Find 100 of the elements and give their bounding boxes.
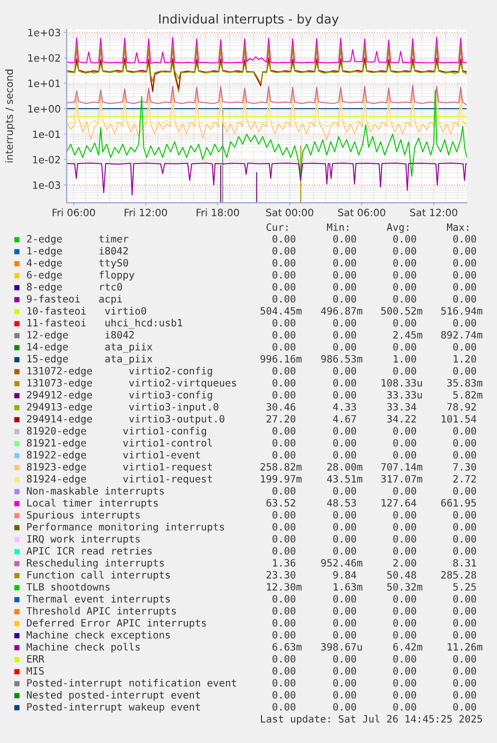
text: 8.31 — [453, 559, 476, 567]
text: 34.22 — [387, 415, 416, 423]
text: 0.00 — [272, 523, 296, 531]
text: 0.00 — [453, 367, 476, 375]
text: 0.00 — [453, 619, 476, 627]
text: 0.00 — [393, 703, 416, 711]
text: 0.00 — [453, 247, 476, 255]
legend-label: 12-edge i8042 — [28, 330, 134, 341]
text: 0.00 — [333, 691, 356, 699]
text: 661.95 — [441, 499, 476, 507]
text: 43.51m — [327, 475, 362, 483]
y-tick-label: 1e+00 — [28, 105, 60, 113]
legend-label: 1-edge i8042 — [28, 246, 128, 257]
text: 2.72 — [453, 475, 476, 482]
text: 398.67u — [321, 643, 362, 651]
text: 0.00 — [333, 367, 356, 375]
legend-label: Thermal event interrupts — [26, 594, 170, 605]
x-tick-label: Sat 12:00 — [410, 208, 458, 216]
text: 0.00 — [453, 703, 476, 711]
text: 285.28 — [441, 571, 476, 579]
legend-label: 294913-edge virtio3-input.0 — [27, 402, 218, 413]
text: 0.00 — [453, 487, 476, 495]
text: 0.00 — [333, 295, 356, 303]
text: 0.00 — [272, 235, 296, 243]
legend-label: 131072-edge virtio2-config — [28, 366, 212, 377]
text: 11.26m — [448, 643, 482, 651]
text: 0.00 — [333, 511, 356, 519]
text: 23.30 — [266, 571, 296, 579]
y-tick-label: 1e-01 — [33, 130, 60, 138]
legend-label: 81921-edge virtio1-control — [26, 438, 212, 449]
text: 0.00 — [272, 667, 296, 675]
text: 504.45m — [260, 307, 302, 315]
text: 0.00 — [333, 619, 356, 627]
text: 33.33u — [387, 391, 422, 399]
text: 0.00 — [393, 655, 416, 663]
text: 48.53 — [327, 499, 356, 507]
text: 0.00 — [272, 247, 296, 255]
legend-label: Local timer interrupts — [27, 498, 158, 509]
text: 9.84 — [333, 571, 356, 579]
text: 0.00 — [333, 247, 356, 255]
text: 0.00 — [272, 319, 296, 327]
legend-label: MIS — [26, 667, 44, 675]
text: 7.30 — [453, 463, 476, 471]
text: 0.00 — [453, 343, 476, 351]
legend-label: 4-edge ttyS0 — [26, 258, 128, 269]
text: 0.00 — [333, 451, 356, 459]
line-series — [66, 162, 467, 196]
text: 0.00 — [272, 379, 296, 387]
legend-label: ERR — [27, 655, 44, 662]
text: 0.00 — [333, 631, 356, 639]
y-tick-label: 1e-02 — [33, 156, 60, 164]
legend-label: 294914-edge virtio3-output.0 — [27, 414, 224, 425]
text: 0.00 — [453, 691, 476, 699]
text: 0.00 — [453, 607, 476, 615]
legend-label: Nested posted-interrupt event — [26, 690, 200, 701]
text: 0.00 — [333, 679, 356, 687]
text: 0.00 — [333, 655, 356, 663]
text: 78.92 — [447, 403, 476, 411]
text: Last update: Sat Jul 26 14:45:25 2025 — [261, 714, 482, 725]
line-series — [66, 84, 467, 106]
legend-label: 81922-edge virtio1-event — [26, 450, 200, 461]
legend-label: 81923-edge virtio1-request — [26, 462, 212, 473]
legend-label: 2-edge timer — [27, 234, 128, 245]
text: 0.00 — [333, 703, 356, 711]
legend-label: 14-edge ata_piix — [28, 342, 152, 353]
legend-label: 131073-edge virtio2-virtqueues — [28, 378, 236, 389]
text: 0.00 — [393, 523, 416, 531]
text: 0.00 — [333, 271, 356, 279]
text: 0.00 — [272, 451, 296, 459]
text: 0.00 — [393, 691, 416, 699]
x-tick-label: Fri 12:00 — [124, 208, 167, 216]
text: 0.00 — [393, 547, 416, 555]
legend-label: 8-edge rtc0 — [26, 282, 122, 293]
text: 0.00 — [393, 247, 416, 255]
text: 0.00 — [272, 391, 296, 399]
text: 0.00 — [393, 343, 416, 351]
text: 0.00 — [333, 607, 356, 615]
text: 0.00 — [393, 367, 416, 375]
text: Avg: — [386, 223, 408, 233]
text: 0.00 — [333, 523, 356, 531]
text: 0.00 — [333, 547, 356, 555]
text: 50.48 — [387, 571, 416, 579]
text: 0.00 — [272, 691, 296, 699]
text: 986.53m — [321, 355, 362, 363]
legend-label: APIC ICR read retries — [26, 546, 152, 555]
text: 0.00 — [333, 331, 356, 339]
text: 0.00 — [453, 295, 476, 303]
text: 0.00 — [333, 439, 356, 447]
legend-label: Non-maskable interrupts — [26, 486, 164, 497]
text: 28.00m — [327, 463, 362, 471]
text: 0.00 — [453, 283, 476, 291]
text: 1.20 — [454, 355, 476, 363]
text: 63.52 — [266, 499, 296, 507]
text: Cur: — [266, 223, 288, 231]
x-tick-label: Fri 06:00 — [52, 208, 95, 216]
text: 0.00 — [333, 391, 356, 399]
text: 0.00 — [453, 595, 476, 603]
text: 0.00 — [453, 679, 476, 687]
text: 0.00 — [272, 427, 296, 435]
text: 0.00 — [272, 619, 296, 627]
